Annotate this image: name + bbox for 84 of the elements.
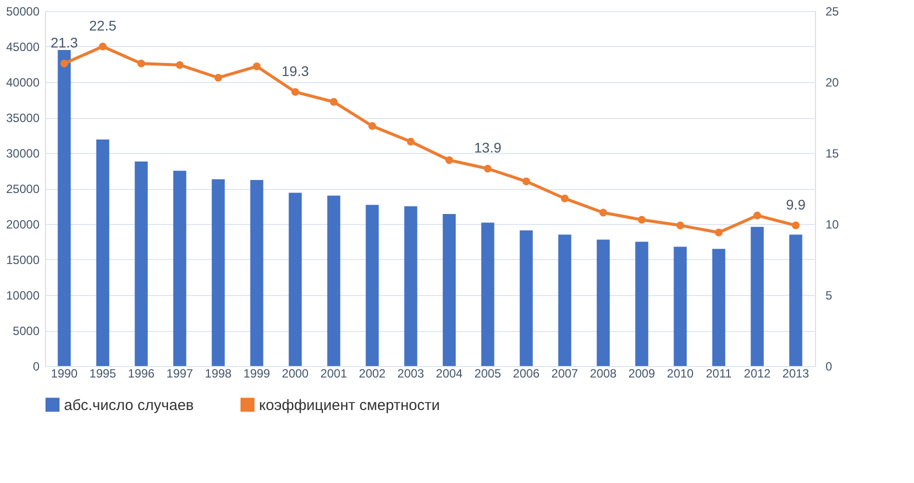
- point: [291, 88, 300, 96]
- bar: [674, 246, 687, 366]
- bar: [596, 240, 610, 366]
- y-tick-label: 5000: [12, 324, 40, 338]
- x-tick-label: 2011: [706, 366, 732, 380]
- point: [60, 60, 68, 68]
- y-tick-label: 15000: [6, 253, 40, 267]
- y-tick-label: 50000: [6, 4, 40, 18]
- x-tick-label: 2002: [358, 366, 386, 380]
- x-tick-label: 1997: [166, 366, 194, 380]
- x-tick-label: 2008: [590, 366, 617, 380]
- bar: [366, 204, 379, 366]
- x-tick-label: 1995: [89, 366, 116, 380]
- bar: [712, 248, 726, 366]
- bar: [58, 50, 71, 366]
- point: [252, 62, 261, 70]
- point: [714, 228, 723, 236]
- y-tick-label: 25000: [6, 182, 40, 196]
- point: [560, 194, 569, 202]
- x-tick-label: 2000: [282, 366, 309, 380]
- y2-tick-label: 25: [826, 4, 840, 18]
- point: [214, 74, 222, 82]
- point: [176, 61, 184, 69]
- y2-tick-label: 5: [826, 288, 832, 302]
- y-tick-label: 35000: [6, 111, 40, 125]
- data-label: 21.3: [50, 34, 78, 51]
- y-tick-label: 0: [32, 360, 40, 374]
- point: [522, 178, 530, 186]
- y-tick-label: 20000: [6, 218, 40, 232]
- y2-tick-label: 10: [826, 218, 840, 232]
- x-tick-label: 2013: [782, 366, 810, 380]
- x-tick-label: 1998: [204, 366, 232, 380]
- point: [792, 222, 800, 230]
- point: [368, 122, 376, 130]
- legend-label: коэффициент смертности: [259, 396, 440, 414]
- x-tick-label: 2006: [512, 366, 540, 380]
- x-tick-label: 2001: [320, 366, 348, 380]
- point: [137, 60, 146, 68]
- bar: [481, 222, 494, 366]
- bar: [96, 140, 110, 366]
- x-tick-label: 2012: [744, 366, 771, 380]
- point: [484, 164, 492, 172]
- legend-label: абс.число случаев: [64, 396, 194, 414]
- x-tick-label: 1996: [128, 366, 155, 380]
- data-label: 13.9: [474, 140, 502, 156]
- x-tick-label: 2007: [551, 366, 578, 380]
- x-tick-label: 2010: [666, 366, 694, 380]
- point: [753, 212, 762, 220]
- point: [445, 156, 454, 164]
- point: [676, 222, 684, 230]
- bar: [134, 162, 148, 366]
- y-tick-label: 45000: [6, 40, 40, 54]
- bar: [750, 226, 764, 366]
- bar: [288, 192, 302, 366]
- point: [330, 98, 338, 106]
- x-tick-label: 2003: [397, 366, 424, 380]
- x-tick-label: 2009: [628, 366, 656, 380]
- data-label: 9.9: [786, 196, 806, 212]
- bar: [635, 242, 648, 366]
- point: [98, 42, 107, 50]
- y2-tick-label: 0: [826, 360, 832, 374]
- y-tick-label: 10000: [6, 288, 40, 302]
- bar: [327, 196, 340, 366]
- x-tick-label: 1990: [50, 366, 78, 380]
- bar: [212, 179, 225, 366]
- bar: [520, 230, 533, 366]
- bar: [558, 234, 572, 366]
- y2-tick-label: 15: [826, 146, 840, 160]
- y-tick-label: 30000: [6, 146, 40, 160]
- x-tick-label: 1999: [243, 366, 270, 380]
- point: [599, 208, 608, 217]
- data-label: 19.3: [282, 62, 310, 79]
- y2-tick-label: 20: [826, 76, 840, 90]
- x-tick-label: 2004: [436, 366, 463, 380]
- y-tick-label: 40000: [6, 76, 40, 90]
- point: [638, 216, 646, 224]
- bar: [173, 170, 186, 366]
- x-tick-label: 2005: [474, 366, 502, 380]
- bar: [250, 180, 264, 366]
- point: [406, 138, 415, 146]
- bar: [442, 214, 456, 366]
- bar: [789, 234, 802, 366]
- data-label: 22.5: [89, 18, 117, 34]
- bar: [404, 206, 418, 366]
